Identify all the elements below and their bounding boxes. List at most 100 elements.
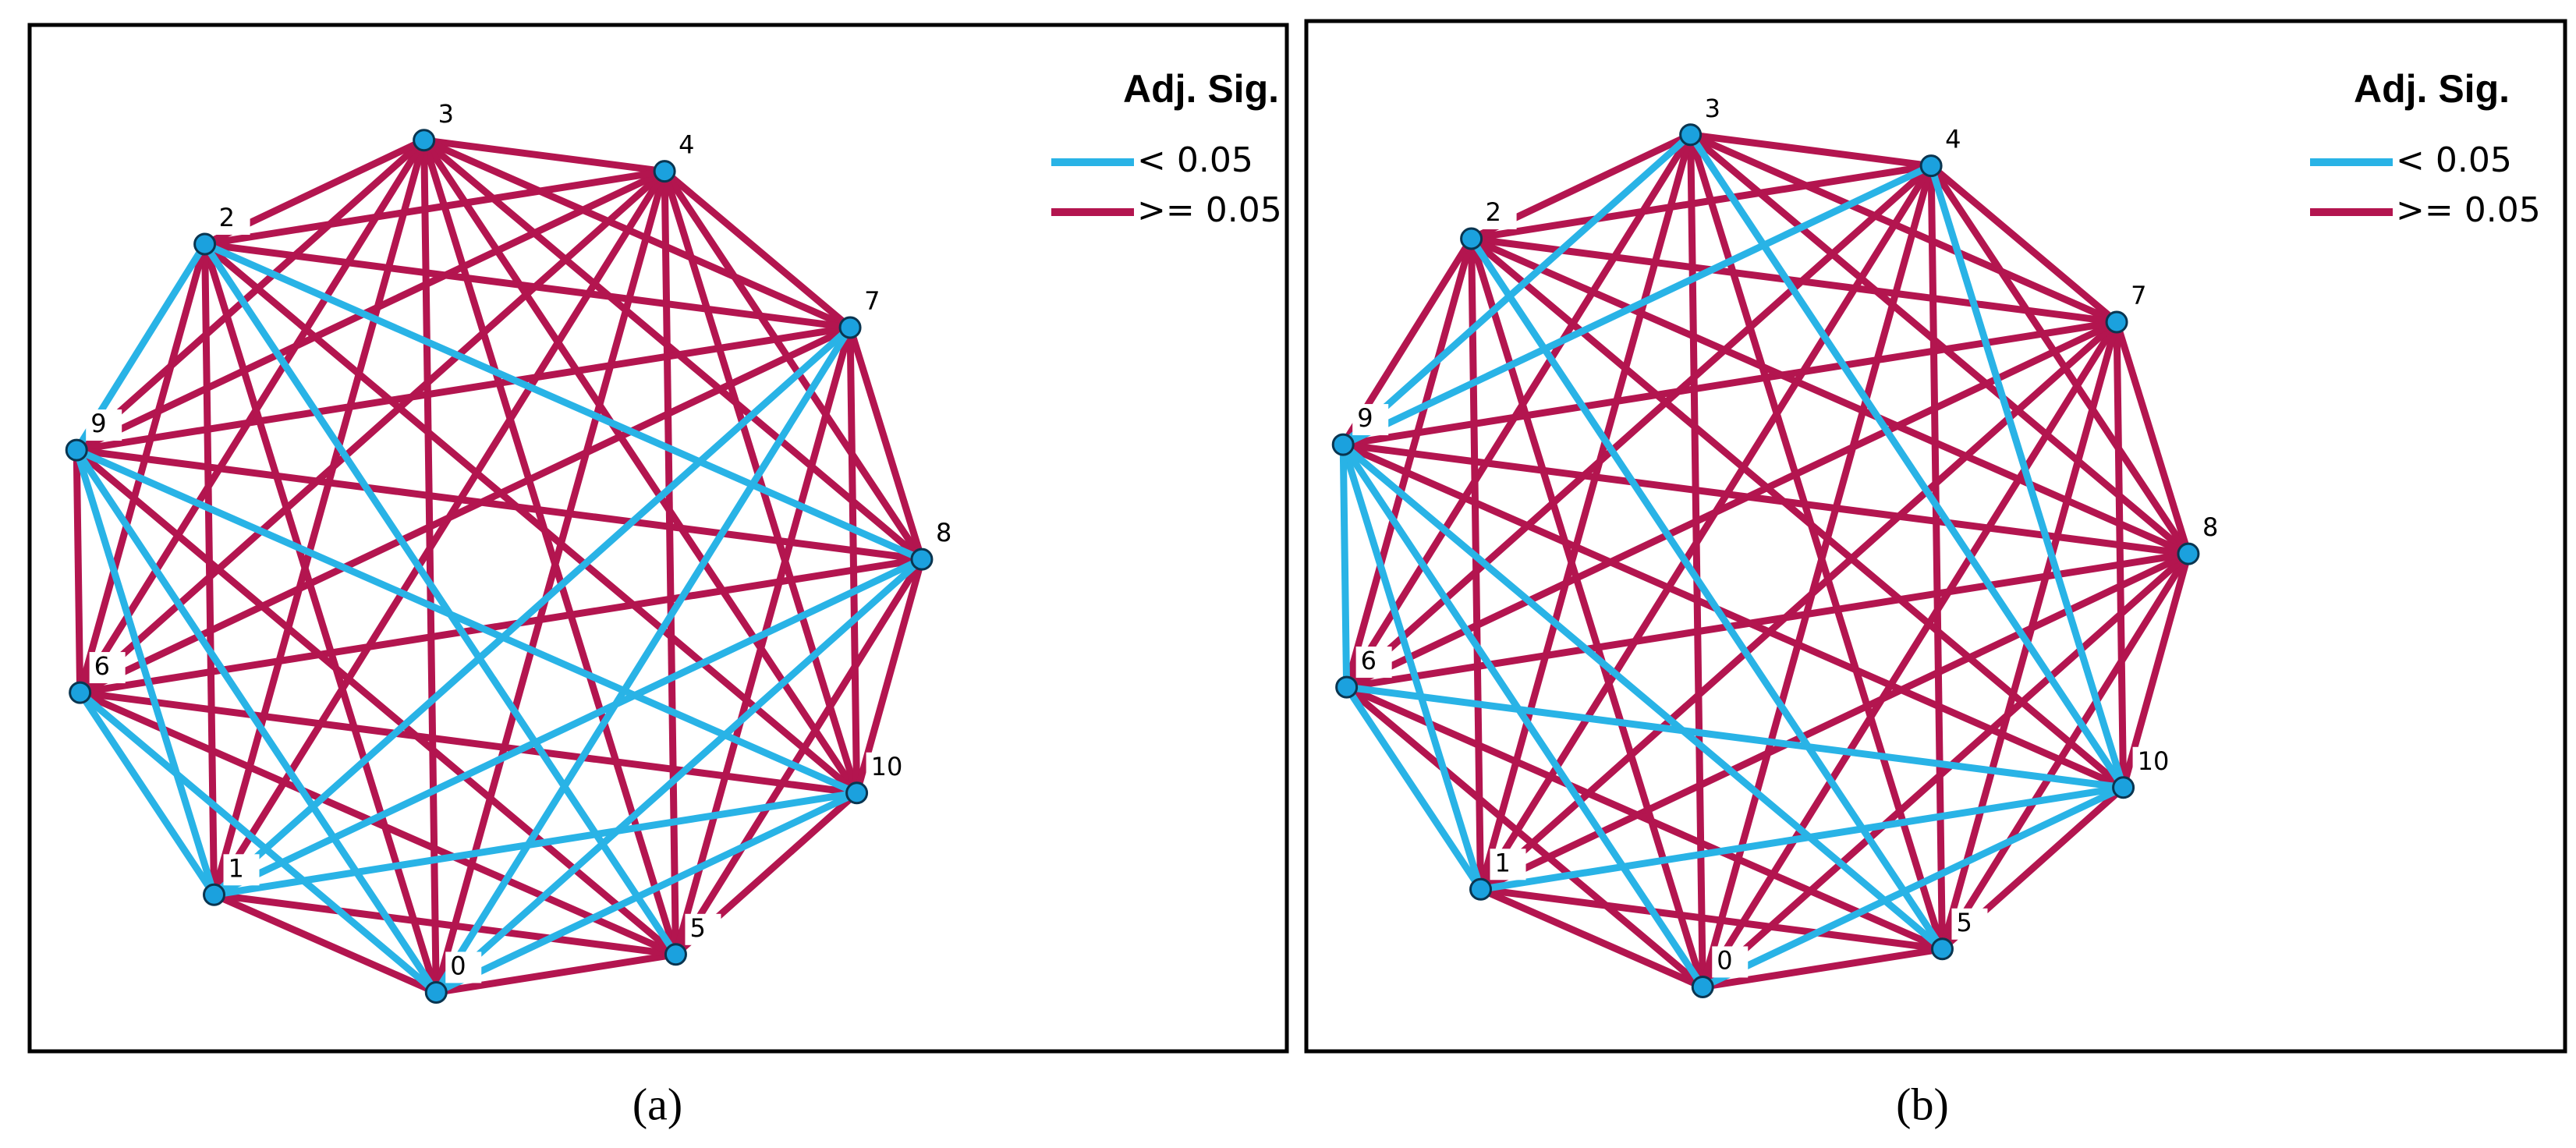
caption: (a) bbox=[632, 1079, 682, 1129]
node-label: 0 bbox=[450, 951, 466, 980]
node-label: 5 bbox=[1956, 908, 1972, 937]
node-label-bg bbox=[1480, 198, 1517, 230]
node-label-bg bbox=[2126, 281, 2163, 313]
significant-edge bbox=[77, 689, 439, 995]
edge bbox=[1939, 321, 2121, 950]
edge bbox=[435, 951, 677, 996]
edge bbox=[846, 327, 861, 793]
significant-edge bbox=[213, 789, 858, 898]
node-label: 4 bbox=[1945, 125, 1961, 154]
legend-label: >= 0.05 bbox=[2396, 190, 2541, 230]
node bbox=[910, 547, 934, 571]
node-label-bg bbox=[1355, 647, 1392, 679]
edge bbox=[211, 139, 427, 896]
significant-edge bbox=[75, 446, 859, 796]
edge bbox=[76, 138, 427, 695]
legend-label: < 0.05 bbox=[1137, 140, 1253, 180]
node-label: 1 bbox=[229, 853, 244, 883]
legend-label: >= 0.05 bbox=[1137, 190, 1282, 230]
node-label: 8 bbox=[2202, 512, 2218, 542]
node bbox=[424, 980, 448, 1004]
significant-edge bbox=[1339, 443, 1484, 891]
node-label-bg bbox=[214, 204, 250, 236]
node-label: 0 bbox=[1717, 945, 1732, 975]
node bbox=[1930, 937, 1954, 961]
node-label-bg bbox=[89, 652, 126, 684]
node-label: 3 bbox=[1705, 94, 1720, 123]
node-label-bg bbox=[445, 951, 482, 983]
edge bbox=[76, 243, 208, 694]
edge bbox=[662, 168, 852, 331]
node bbox=[1691, 975, 1714, 998]
node-label-bg bbox=[1699, 94, 1736, 126]
legend-label: < 0.05 bbox=[2396, 140, 2512, 180]
edge bbox=[78, 689, 678, 958]
significant-edge bbox=[1340, 442, 1706, 989]
edge bbox=[204, 240, 851, 331]
edge bbox=[422, 136, 852, 331]
significant-edge bbox=[1341, 162, 1933, 448]
node bbox=[2105, 310, 2128, 334]
edge bbox=[1345, 683, 1944, 952]
edge bbox=[212, 891, 438, 996]
significant-edge bbox=[201, 242, 679, 957]
edge bbox=[213, 891, 677, 958]
edge bbox=[421, 137, 924, 562]
significant-edge bbox=[1479, 784, 2124, 893]
significant-edge bbox=[1346, 683, 2124, 792]
node-label-bg bbox=[859, 286, 896, 318]
significant-edge bbox=[1341, 441, 1945, 952]
edge bbox=[75, 168, 667, 454]
node-label: 3 bbox=[438, 99, 454, 129]
node-label-bg bbox=[1712, 946, 1749, 978]
node bbox=[69, 681, 92, 704]
edge bbox=[661, 171, 679, 955]
edge bbox=[661, 169, 925, 562]
node-label-bg bbox=[1352, 404, 1389, 436]
significant-edge bbox=[73, 448, 440, 994]
significant-edge bbox=[1339, 444, 1351, 688]
node-label: 10 bbox=[2138, 746, 2170, 776]
edge bbox=[661, 170, 860, 795]
node-label: 5 bbox=[689, 913, 705, 943]
node bbox=[203, 883, 226, 906]
panel-frame bbox=[27, 23, 1289, 1054]
edge bbox=[76, 446, 923, 563]
node-label: 7 bbox=[864, 286, 880, 316]
edge bbox=[1468, 238, 1485, 890]
node bbox=[65, 438, 88, 462]
node bbox=[1919, 154, 1943, 178]
node bbox=[664, 943, 687, 966]
node-label-bg bbox=[685, 913, 721, 945]
node-label: 2 bbox=[1486, 197, 1501, 227]
edge bbox=[1469, 236, 2126, 791]
node bbox=[1469, 877, 1493, 901]
edge bbox=[1688, 131, 2118, 326]
node-label-bg bbox=[2132, 746, 2169, 778]
edge bbox=[1702, 945, 1944, 990]
edge bbox=[1344, 684, 1706, 990]
edge bbox=[1928, 164, 2192, 556]
node-label-bg bbox=[223, 854, 260, 886]
edge bbox=[1688, 132, 2191, 557]
node bbox=[2112, 776, 2135, 799]
node-label: 10 bbox=[871, 752, 903, 781]
node bbox=[838, 316, 862, 339]
significant-edge bbox=[76, 690, 218, 897]
edge bbox=[1927, 165, 1946, 949]
node bbox=[1331, 433, 1355, 456]
edge bbox=[1470, 162, 1932, 243]
edge bbox=[1929, 163, 2119, 325]
significant-edge bbox=[73, 448, 218, 896]
significant-edge bbox=[433, 325, 853, 994]
edge bbox=[1469, 235, 2190, 558]
node-label: 7 bbox=[2131, 281, 2146, 310]
significant-edge bbox=[434, 556, 924, 995]
node-label: 9 bbox=[90, 409, 106, 438]
edge bbox=[423, 136, 665, 175]
edge bbox=[1343, 133, 1694, 689]
legend-title: Adj. Sig. bbox=[1123, 67, 1279, 111]
node-label-bg bbox=[1490, 849, 1526, 880]
edge bbox=[1343, 237, 1475, 689]
